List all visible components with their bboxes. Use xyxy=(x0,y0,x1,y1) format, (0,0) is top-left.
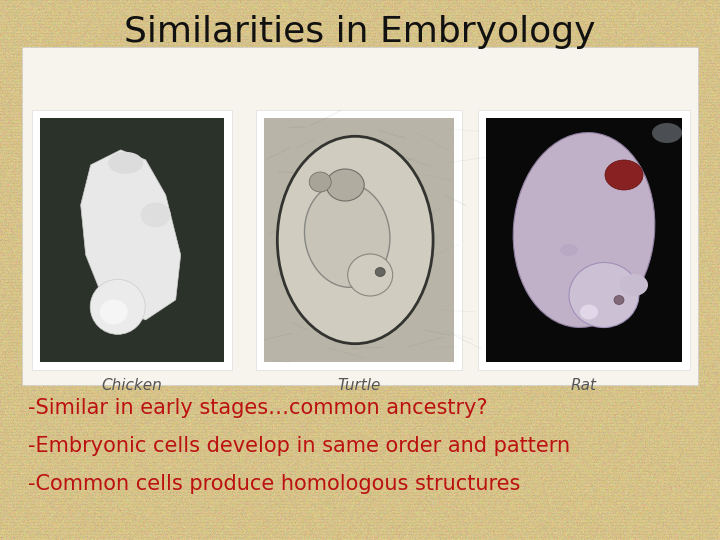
Ellipse shape xyxy=(326,169,364,201)
Text: Chicken: Chicken xyxy=(102,378,163,393)
Ellipse shape xyxy=(560,244,578,256)
Ellipse shape xyxy=(108,152,143,174)
Ellipse shape xyxy=(569,262,639,328)
Ellipse shape xyxy=(99,299,127,325)
Text: Similarities in Embryology: Similarities in Embryology xyxy=(125,15,595,49)
Bar xyxy=(478,110,690,370)
Ellipse shape xyxy=(305,183,390,287)
Polygon shape xyxy=(81,150,181,320)
Ellipse shape xyxy=(605,160,643,190)
Ellipse shape xyxy=(309,172,331,192)
Text: Rat: Rat xyxy=(571,378,597,393)
Bar xyxy=(256,110,462,370)
Bar xyxy=(264,118,454,362)
Text: -Common cells produce homologous structures: -Common cells produce homologous structu… xyxy=(28,474,521,494)
Ellipse shape xyxy=(620,274,648,296)
Text: -Similar in early stages…common ancestry?: -Similar in early stages…common ancestry… xyxy=(28,398,487,418)
Text: -Embryonic cells develop in same order and pattern: -Embryonic cells develop in same order a… xyxy=(28,436,570,456)
Ellipse shape xyxy=(513,133,654,327)
Ellipse shape xyxy=(614,295,624,305)
Bar xyxy=(32,110,232,370)
Bar xyxy=(22,47,698,385)
Bar xyxy=(486,118,682,362)
Ellipse shape xyxy=(375,267,385,276)
Text: Turtle: Turtle xyxy=(337,378,381,393)
Ellipse shape xyxy=(580,305,598,320)
Ellipse shape xyxy=(652,123,682,143)
Bar xyxy=(40,118,224,362)
Ellipse shape xyxy=(140,202,171,227)
Ellipse shape xyxy=(90,279,145,334)
Ellipse shape xyxy=(348,254,392,296)
Ellipse shape xyxy=(277,136,433,343)
